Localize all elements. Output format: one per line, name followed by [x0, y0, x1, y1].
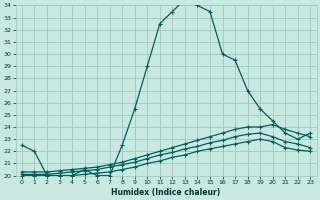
X-axis label: Humidex (Indice chaleur): Humidex (Indice chaleur) [111, 188, 221, 197]
